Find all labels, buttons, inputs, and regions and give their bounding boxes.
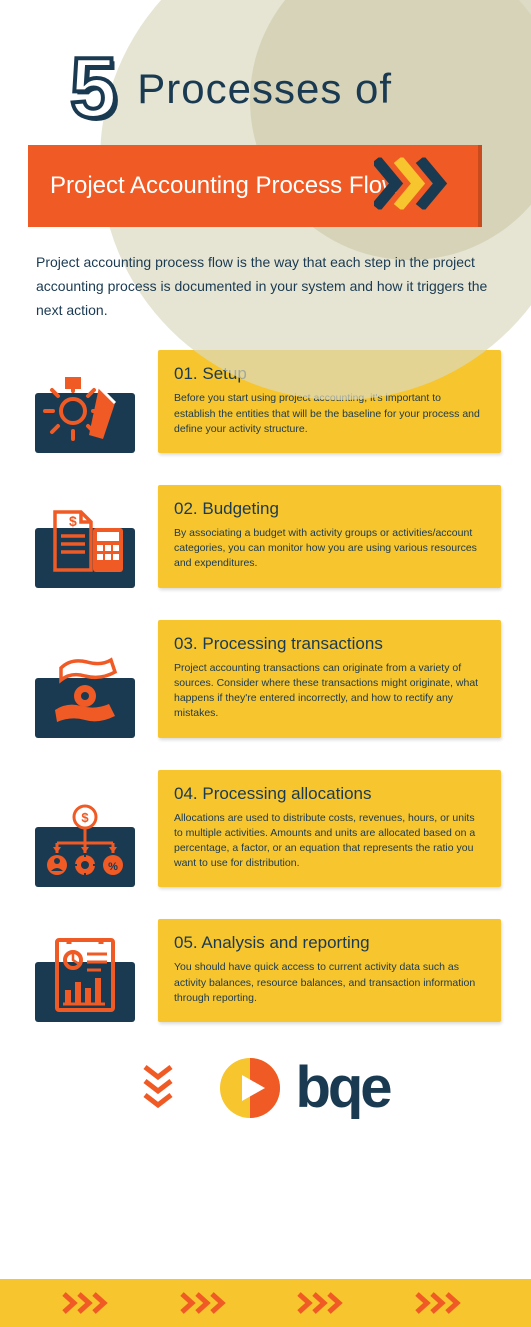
subtitle-text: Project Accounting Process Flow (50, 169, 400, 203)
step-card: 05. Analysis and reporting You should ha… (158, 919, 501, 1022)
step-body: By associating a budget with activity gr… (174, 526, 485, 572)
step-title: 02. Budgeting (174, 499, 485, 519)
logo-text: bqe (295, 1054, 389, 1121)
step-card: 02. Budgeting By associating a budget wi… (158, 485, 501, 588)
footer-chevrons-down-icon (141, 1063, 175, 1113)
step-title: 04. Processing allocations (174, 784, 485, 804)
step-item: $ 02. Budgetin (30, 485, 501, 588)
gear-pencil-icon (41, 369, 129, 447)
step-icon-container: $ (30, 770, 140, 888)
hands-coin-icon (41, 648, 129, 732)
step-title: 03. Processing transactions (174, 634, 485, 654)
intro-paragraph: Project accounting process flow is the w… (0, 227, 531, 340)
step-icon-container (30, 620, 140, 738)
chevrons-right-icon (61, 1291, 117, 1315)
step-card: 04. Processing allocations Allocations a… (158, 770, 501, 888)
step-item: 03. Processing transactions Project acco… (30, 620, 501, 738)
svg-text:$: $ (69, 513, 77, 529)
svg-text:%: % (108, 861, 118, 873)
hero-number: 5 (70, 55, 117, 123)
subtitle-banner: Project Accounting Process Flow (28, 145, 478, 227)
step-icon-container (30, 919, 140, 1022)
steps-list: 01. Setup Before you start using project… (0, 340, 531, 1022)
step-body: Allocations are used to distribute costs… (174, 811, 485, 872)
logo: bqe (217, 1054, 389, 1121)
footer-row: bqe (0, 1054, 531, 1121)
step-item: 05. Analysis and reporting You should ha… (30, 919, 501, 1022)
budget-calculator-icon: $ (41, 500, 129, 582)
allocations-tree-icon: $ (35, 803, 135, 881)
chevrons-right-icon (414, 1291, 470, 1315)
step-card: 03. Processing transactions Project acco… (158, 620, 501, 738)
step-icon-container (30, 350, 140, 453)
bottom-bar (0, 1279, 531, 1327)
step-body: You should have quick access to current … (174, 960, 485, 1006)
title-row: 5 Processes of (0, 55, 531, 123)
banner-chevrons-icon (374, 158, 456, 215)
bqe-logo-icon (217, 1055, 283, 1121)
step-body: Project accounting transactions can orig… (174, 661, 485, 722)
report-chart-icon (45, 932, 125, 1016)
step-icon-container: $ (30, 485, 140, 588)
chevrons-right-icon (296, 1291, 352, 1315)
step-item: $ (30, 770, 501, 888)
hero-section: 5 Processes of Project Accounting Proces… (0, 0, 531, 340)
hero-title: Processes of (137, 65, 392, 113)
chevrons-right-icon (179, 1291, 235, 1315)
svg-text:$: $ (81, 810, 89, 825)
step-title: 05. Analysis and reporting (174, 933, 485, 953)
